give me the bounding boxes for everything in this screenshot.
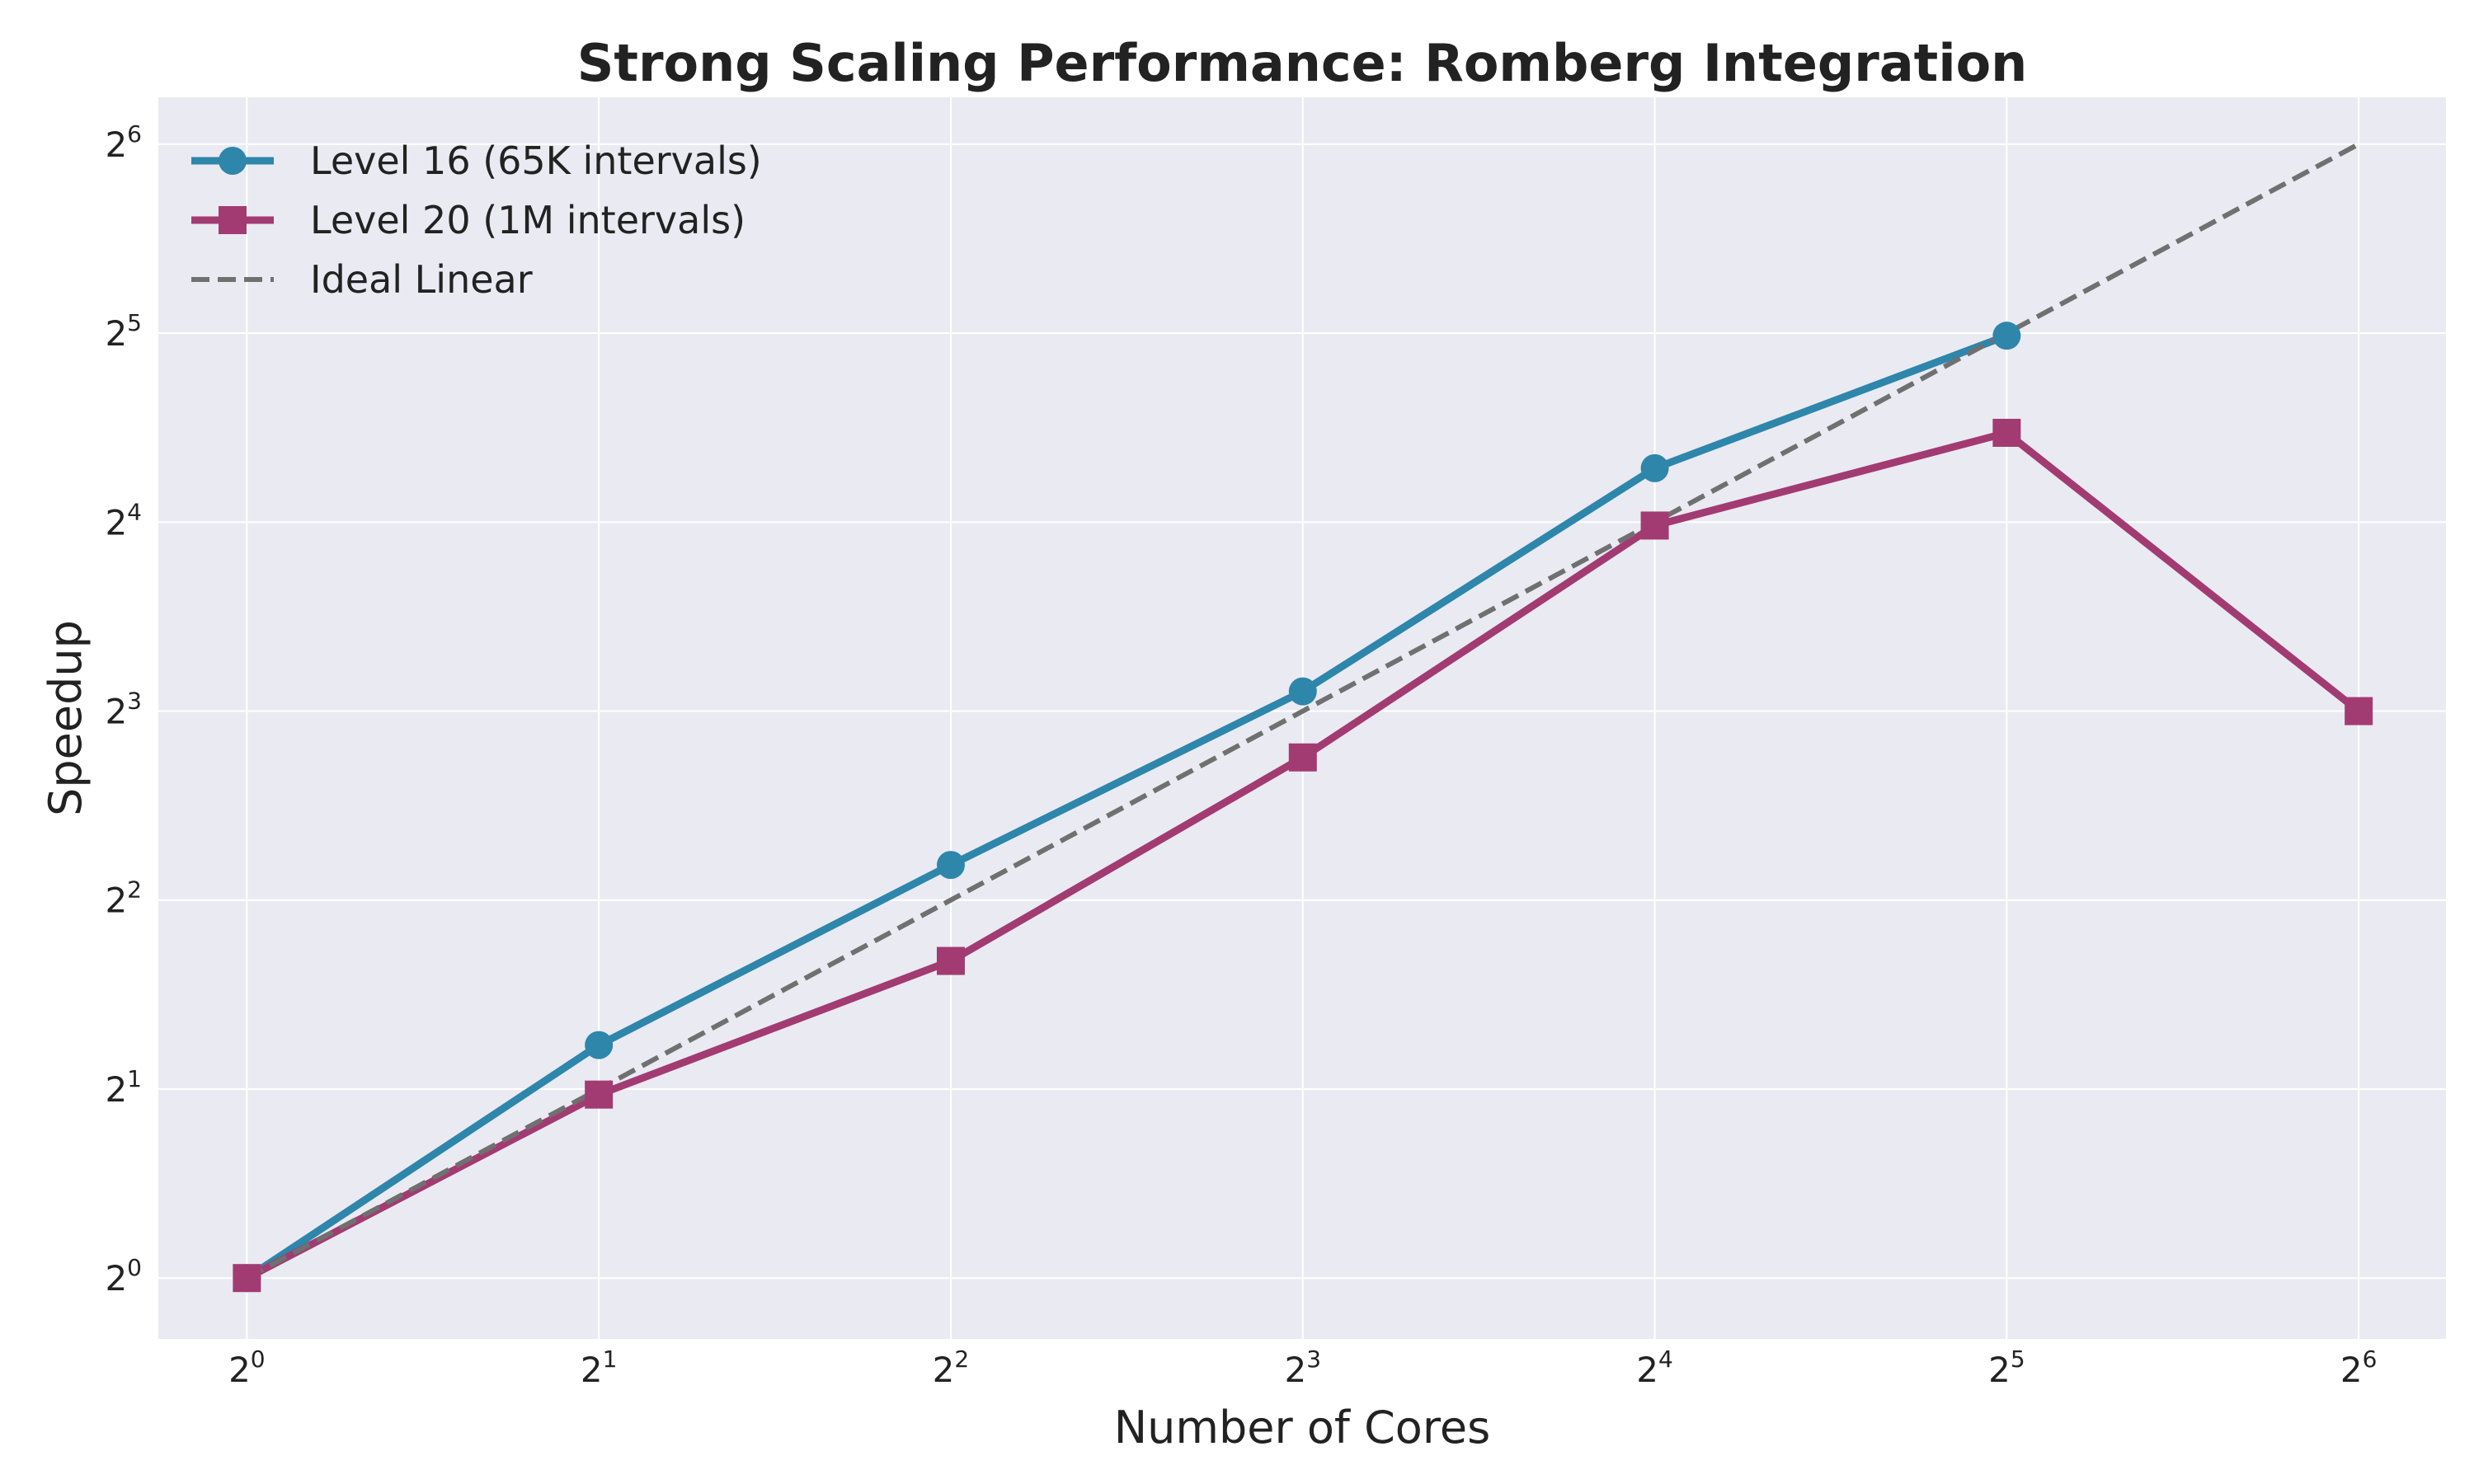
x-tick-exponent: 3 bbox=[1306, 1345, 1321, 1373]
data-point bbox=[585, 1080, 614, 1109]
data-point bbox=[1992, 418, 2021, 447]
y-tick-label: 21 bbox=[105, 1065, 142, 1110]
data-point bbox=[585, 1031, 614, 1059]
x-tick-exponent: 1 bbox=[603, 1345, 618, 1373]
legend: Level 16 (65K intervals) Level 20 (1M int… bbox=[191, 139, 762, 302]
data-point bbox=[1640, 511, 1669, 540]
x-tick-label: 26 bbox=[2340, 1345, 2378, 1390]
x-tick-label: 21 bbox=[581, 1345, 618, 1390]
legend-marker bbox=[219, 147, 247, 175]
x-axis-label: Number of Cores bbox=[1114, 1402, 1490, 1453]
y-tick-label: 20 bbox=[105, 1254, 142, 1298]
y-tick-label: 22 bbox=[105, 876, 142, 921]
y-tick-base: 2 bbox=[105, 692, 127, 732]
series-markers bbox=[233, 322, 2373, 1293]
series-line bbox=[244, 331, 2008, 1281]
y-axis-label: Speedup bbox=[40, 620, 92, 816]
y-tick-base: 2 bbox=[105, 502, 127, 542]
y-tick-exponent: 6 bbox=[127, 120, 142, 148]
y-tick-exponent: 2 bbox=[127, 876, 142, 904]
x-tick-base: 2 bbox=[2340, 1350, 2363, 1390]
x-tick-base: 2 bbox=[228, 1350, 251, 1390]
x-tick-exponent: 6 bbox=[2363, 1345, 2378, 1373]
data-point bbox=[936, 946, 965, 975]
x-tick-label: 22 bbox=[933, 1345, 970, 1390]
x-tick-exponent: 2 bbox=[954, 1345, 969, 1373]
y-tick-label: 26 bbox=[105, 120, 142, 165]
legend-label: Ideal Linear bbox=[310, 257, 533, 302]
y-tick-label: 24 bbox=[105, 498, 142, 542]
x-tick-label: 24 bbox=[1636, 1345, 1673, 1390]
y-tick-base: 2 bbox=[105, 313, 127, 354]
y-tick-label: 25 bbox=[105, 309, 142, 354]
x-tick-exponent: 4 bbox=[1658, 1345, 1673, 1373]
x-tick-label: 25 bbox=[1988, 1345, 2025, 1390]
x-axis-ticks: 20 21 22 23 24 25 26 bbox=[228, 1345, 2377, 1390]
y-tick-exponent: 4 bbox=[127, 498, 142, 525]
y-tick-exponent: 1 bbox=[127, 1065, 142, 1092]
x-tick-base: 2 bbox=[1988, 1350, 2011, 1390]
x-tick-base: 2 bbox=[933, 1350, 955, 1390]
x-tick-exponent: 0 bbox=[251, 1345, 266, 1373]
y-tick-base: 2 bbox=[105, 1069, 127, 1110]
y-tick-base: 2 bbox=[105, 881, 127, 921]
x-tick-label: 20 bbox=[228, 1345, 266, 1390]
x-tick-base: 2 bbox=[1636, 1350, 1658, 1390]
legend-label: Level 16 (65K intervals) bbox=[310, 139, 762, 183]
y-tick-base: 2 bbox=[105, 1258, 127, 1298]
data-point bbox=[1992, 322, 2021, 350]
data-point bbox=[1288, 677, 1317, 706]
legend-marker bbox=[219, 206, 247, 234]
legend-label: Level 20 (1M intervals) bbox=[310, 198, 745, 242]
data-point bbox=[1640, 453, 1669, 482]
x-tick-base: 2 bbox=[1284, 1350, 1306, 1390]
y-tick-exponent: 5 bbox=[127, 309, 142, 336]
x-tick-label: 23 bbox=[1284, 1345, 1321, 1390]
y-tick-label: 23 bbox=[105, 688, 142, 732]
chart-title: Strong Scaling Performance: Romberg Inte… bbox=[577, 33, 2028, 93]
x-tick-base: 2 bbox=[581, 1350, 603, 1390]
data-point bbox=[936, 851, 965, 880]
data-point bbox=[1288, 743, 1317, 772]
y-tick-base: 2 bbox=[105, 124, 127, 165]
data-point bbox=[2345, 697, 2373, 726]
y-tick-exponent: 0 bbox=[127, 1254, 142, 1281]
y-tick-exponent: 3 bbox=[127, 688, 142, 715]
x-tick-exponent: 5 bbox=[2011, 1345, 2025, 1373]
data-point bbox=[233, 1264, 261, 1293]
